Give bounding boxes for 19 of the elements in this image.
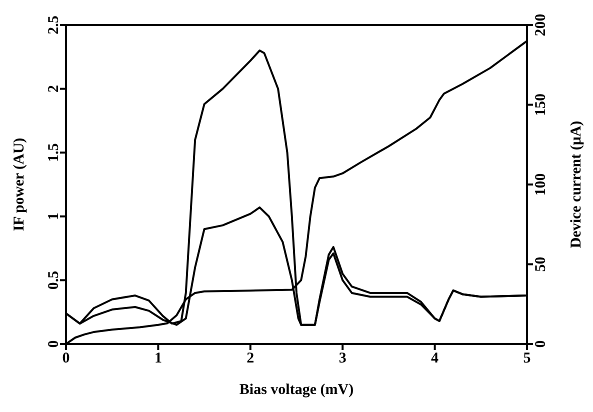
y2-tick-label: 150 xyxy=(533,94,549,116)
y2-tick-label: 100 xyxy=(533,173,549,196)
y2-tick-label: 50 xyxy=(533,256,549,272)
y-axis-title: IF power (AU) xyxy=(11,138,28,232)
x-tick-label: 3 xyxy=(338,350,346,367)
y-tick-label: 0.5 xyxy=(46,270,62,290)
x-axis-title: Bias voltage (mV) xyxy=(239,382,354,398)
y-tick-label: 0 xyxy=(46,340,62,348)
y2-axis-title: Device current (μA) xyxy=(568,120,584,248)
y-tick-label: 2 xyxy=(46,85,62,93)
x-tick-label: 2 xyxy=(246,350,254,367)
y-tick-label: 2.5 xyxy=(46,16,62,34)
y2-tick-label: 200 xyxy=(533,14,549,36)
y-tick-label: 1 xyxy=(46,212,62,220)
x-tick-label: 1 xyxy=(154,350,162,367)
y-tick-label: 1.5 xyxy=(46,143,62,162)
x-tick-label: 4 xyxy=(431,350,440,367)
x-tick-label: 5 xyxy=(523,350,531,367)
y2-tick-label: 0 xyxy=(533,340,549,348)
